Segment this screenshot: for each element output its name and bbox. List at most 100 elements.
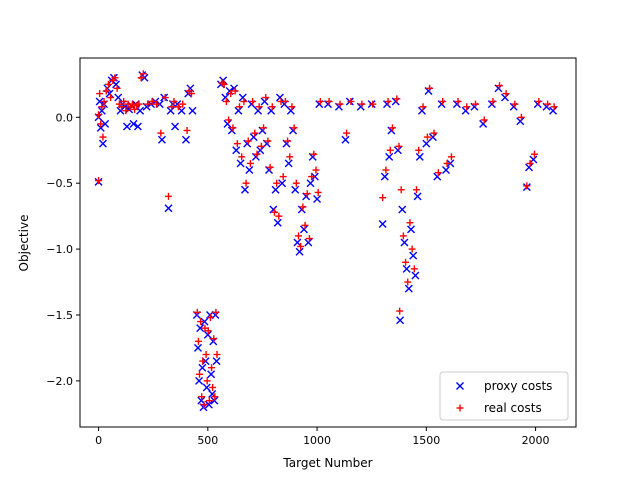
- data-point: [404, 278, 412, 286]
- x-tick-label: 1500: [412, 434, 440, 447]
- data-point: [177, 106, 186, 115]
- y-tick-label: −1.0: [46, 243, 73, 256]
- plot-frame: [79, 57, 577, 428]
- data-point: [270, 208, 278, 216]
- data-point: [511, 100, 519, 108]
- data-point: [544, 100, 552, 108]
- data-point: [242, 179, 250, 187]
- data-point: [171, 122, 180, 131]
- data-point: [281, 97, 289, 105]
- data-point: [426, 84, 434, 92]
- data-point: [388, 124, 396, 132]
- data-point: [246, 159, 254, 167]
- data-point: [312, 166, 320, 174]
- plot-marks: [94, 70, 558, 412]
- data-point: [204, 400, 213, 409]
- data-point: [439, 97, 447, 105]
- data-point: [113, 84, 121, 92]
- data-point: [434, 169, 442, 177]
- data-point: [211, 393, 219, 401]
- data-point: [463, 103, 471, 111]
- data-point: [550, 103, 558, 111]
- data-point: [207, 370, 216, 379]
- data-point: [379, 194, 387, 202]
- data-point: [402, 264, 411, 273]
- data-point: [275, 212, 283, 220]
- x-tick-label: 500: [197, 434, 218, 447]
- data-point: [286, 106, 295, 115]
- legend-label-proxy-costs: proxy costs: [484, 379, 552, 393]
- data-point: [170, 97, 178, 105]
- data-point: [128, 100, 136, 108]
- data-point: [181, 135, 190, 144]
- data-point: [212, 357, 221, 366]
- data-point: [144, 100, 152, 108]
- data-point: [393, 146, 402, 155]
- data-point: [238, 93, 247, 102]
- data-point: [369, 100, 377, 108]
- data-point: [196, 324, 205, 333]
- data-point: [127, 101, 136, 110]
- data-point: [316, 97, 324, 105]
- data-point: [301, 221, 309, 229]
- data-point: [530, 150, 538, 158]
- data-point: [325, 97, 333, 105]
- data-point: [292, 179, 300, 187]
- data-point: [131, 105, 139, 113]
- data-point: [194, 337, 202, 345]
- data-point: [288, 103, 296, 111]
- data-point: [193, 343, 202, 352]
- data-point: [295, 232, 303, 240]
- data-point: [412, 186, 420, 194]
- data-point: [266, 163, 274, 171]
- data-point: [129, 119, 138, 128]
- data-point: [385, 152, 394, 161]
- data-point: [293, 238, 302, 247]
- data-point: [415, 146, 423, 154]
- data-point: [423, 133, 431, 141]
- data-point: [400, 238, 409, 247]
- data-point: [98, 139, 107, 148]
- data-point: [254, 106, 263, 115]
- data-point: [122, 107, 130, 115]
- data-point: [236, 103, 244, 111]
- data-point: [341, 135, 350, 144]
- data-point: [166, 106, 175, 115]
- data-point: [179, 100, 187, 108]
- data-point: [102, 87, 110, 95]
- data-point: [517, 113, 525, 121]
- data-point: [471, 100, 479, 108]
- legend: proxy costs real costs: [439, 371, 569, 421]
- data-point: [260, 97, 269, 106]
- data-point: [236, 159, 245, 168]
- data-point: [107, 94, 115, 102]
- data-point: [168, 103, 176, 111]
- data-point: [193, 308, 201, 316]
- data-point: [114, 93, 123, 102]
- data-point: [410, 265, 418, 273]
- data-point: [525, 163, 534, 172]
- data-point: [393, 95, 401, 103]
- data-point: [183, 126, 191, 134]
- data-point: [264, 137, 272, 145]
- data-point: [96, 90, 104, 98]
- data-point: [202, 383, 211, 392]
- data-point: [227, 90, 235, 98]
- data-point: [260, 124, 268, 132]
- data-point: [209, 383, 217, 391]
- y-axis-label: Objective: [17, 215, 31, 272]
- legend-marker-proxy-costs: [456, 382, 464, 390]
- data-point: [271, 185, 280, 194]
- data-point: [297, 242, 305, 250]
- data-point: [378, 220, 387, 229]
- data-point: [174, 103, 182, 111]
- data-point: [133, 122, 142, 131]
- data-point: [380, 172, 389, 181]
- x-axis: 0 500 1000 1500 2000: [95, 427, 550, 447]
- legend-box: [439, 371, 569, 421]
- data-point: [161, 94, 169, 102]
- data-point: [516, 117, 525, 126]
- data-point: [386, 146, 394, 154]
- data-point: [284, 159, 293, 168]
- data-point: [118, 103, 126, 111]
